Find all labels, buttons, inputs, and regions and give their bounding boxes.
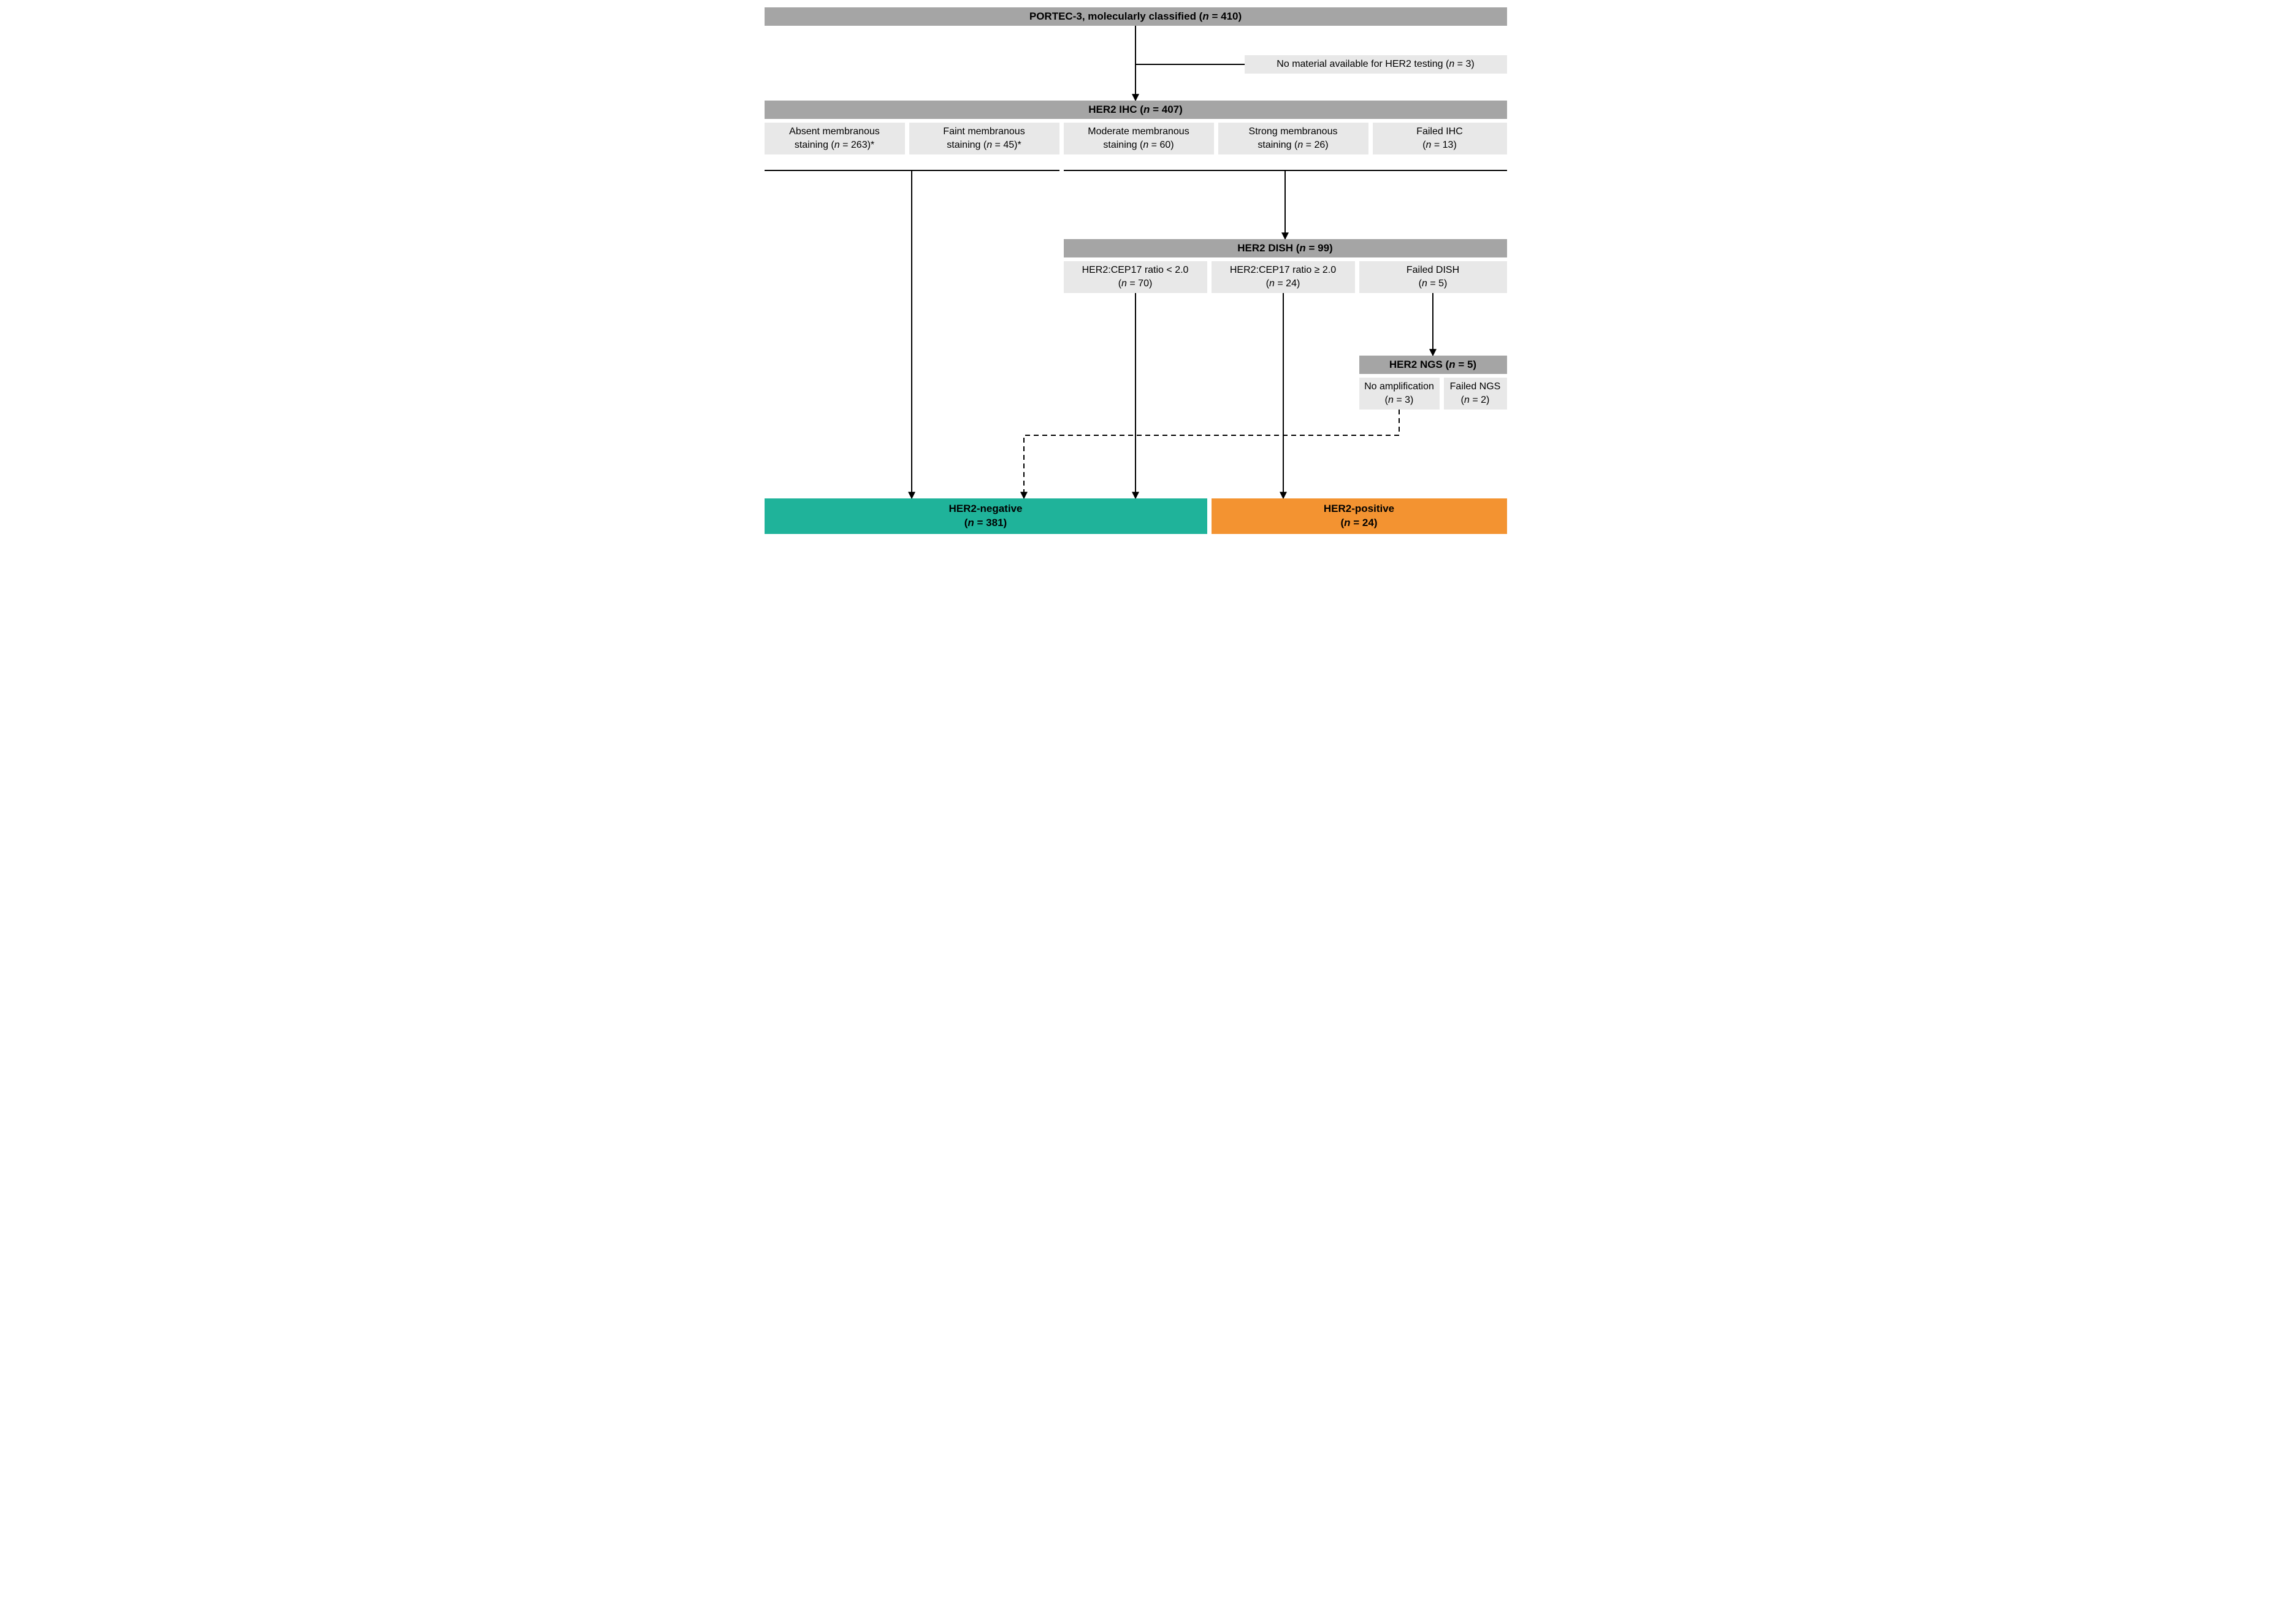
- node-ihc_failed-label: Failed IHC(n = 13): [1416, 125, 1463, 151]
- node-out_neg: HER2-negative(n = 381): [765, 498, 1207, 534]
- node-no_material: No material available for HER2 testing (…: [1245, 55, 1507, 74]
- node-ihc_faint: Faint membranousstaining (n = 45)*: [909, 123, 1059, 154]
- node-ngs_failed: Failed NGS(n = 2): [1444, 378, 1507, 410]
- node-ihc_absent-label: Absent membranousstaining (n = 263)*: [789, 125, 880, 151]
- node-dish_failed-label: Failed DISH(n = 5): [1406, 264, 1459, 290]
- node-dish_failed: Failed DISH(n = 5): [1359, 261, 1507, 293]
- node-ngs_hdr-label: HER2 NGS (n = 5): [1389, 358, 1476, 372]
- node-dish_lt2: HER2:CEP17 ratio < 2.0(n = 70): [1064, 261, 1207, 293]
- node-ngs_hdr: HER2 NGS (n = 5): [1359, 356, 1507, 374]
- node-ihc_absent: Absent membranousstaining (n = 263)*: [765, 123, 905, 154]
- node-ngs_noamp-label: No amplification(n = 3): [1364, 380, 1434, 406]
- node-ihc_moderate: Moderate membranousstaining (n = 60): [1064, 123, 1214, 154]
- node-ihc_failed: Failed IHC(n = 13): [1373, 123, 1507, 154]
- node-ihc_hdr-label: HER2 IHC (n = 407): [1088, 103, 1183, 117]
- node-dish_hdr: HER2 DISH (n = 99): [1064, 239, 1507, 257]
- node-dish_ge2: HER2:CEP17 ratio ≥ 2.0(n = 24): [1212, 261, 1355, 293]
- connector-9: [1024, 410, 1399, 498]
- node-no_material-label: No material available for HER2 testing (…: [1277, 58, 1474, 71]
- node-ihc_faint-label: Faint membranousstaining (n = 45)*: [943, 125, 1025, 151]
- node-out_pos: HER2-positive(n = 24): [1212, 498, 1507, 534]
- node-dish_ge2-label: HER2:CEP17 ratio ≥ 2.0(n = 24): [1230, 264, 1336, 290]
- node-ihc_moderate-label: Moderate membranousstaining (n = 60): [1088, 125, 1189, 151]
- node-root: PORTEC-3, molecularly classified (n = 41…: [765, 7, 1507, 26]
- node-dish_lt2-label: HER2:CEP17 ratio < 2.0(n = 70): [1082, 264, 1189, 290]
- node-dish_hdr-label: HER2 DISH (n = 99): [1237, 242, 1332, 256]
- node-out_pos-label: HER2-positive(n = 24): [1324, 502, 1394, 530]
- node-root-label: PORTEC-3, molecularly classified (n = 41…: [1029, 10, 1242, 24]
- node-ngs_noamp: No amplification(n = 3): [1359, 378, 1440, 410]
- node-ihc_hdr: HER2 IHC (n = 407): [765, 101, 1507, 119]
- node-out_neg-label: HER2-negative(n = 381): [949, 502, 1023, 530]
- flowchart-canvas: PORTEC-3, molecularly classified (n = 41…: [757, 0, 1514, 541]
- node-ngs_failed-label: Failed NGS(n = 2): [1450, 380, 1501, 406]
- node-ihc_strong-label: Strong membranousstaining (n = 26): [1249, 125, 1338, 151]
- node-ihc_strong: Strong membranousstaining (n = 26): [1218, 123, 1368, 154]
